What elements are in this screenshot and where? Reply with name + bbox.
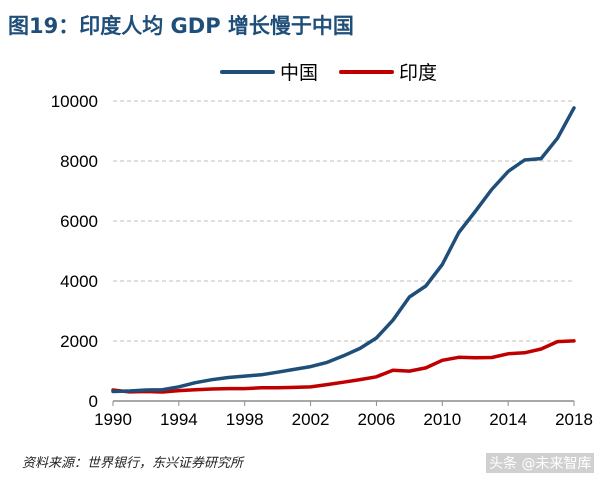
y-tick-label: 6000 [60, 212, 98, 231]
y-tick-label: 10000 [51, 92, 98, 111]
series-line-india [111, 339, 576, 394]
grid-lines [113, 100, 574, 342]
x-tick-label: 2002 [292, 410, 330, 429]
x-tick-label: 2018 [555, 410, 593, 429]
series-lines [111, 106, 576, 394]
y-tick-label: 0 [89, 392, 98, 411]
y-tick-label: 2000 [60, 332, 98, 351]
x-tick-label: 1998 [226, 410, 264, 429]
watermark-text: 头条 @未来智库 [486, 453, 595, 473]
y-tick-label: 8000 [60, 152, 98, 171]
legend: 中国 印度 [220, 62, 437, 84]
y-tick-label: 4000 [60, 272, 98, 291]
legend-label-india: 印度 [399, 62, 437, 84]
x-tick-label: 2014 [489, 410, 527, 429]
legend-label-china: 中国 [280, 62, 318, 84]
chart-title: 图19：印度人均 GDP 增长慢于中国 [8, 14, 354, 38]
x-tick-label: 2010 [423, 410, 461, 429]
axes: 0 2000 4000 6000 8000 10000 1990 1994 1998 2002 20… [51, 92, 593, 429]
x-tick-label: 1990 [94, 410, 132, 429]
x-tick-label: 2006 [358, 410, 396, 429]
series-line-china [111, 106, 576, 394]
source-note: 资料来源：世界银行，东兴证券研究所 [22, 456, 244, 471]
x-tick-label: 1994 [160, 410, 198, 429]
